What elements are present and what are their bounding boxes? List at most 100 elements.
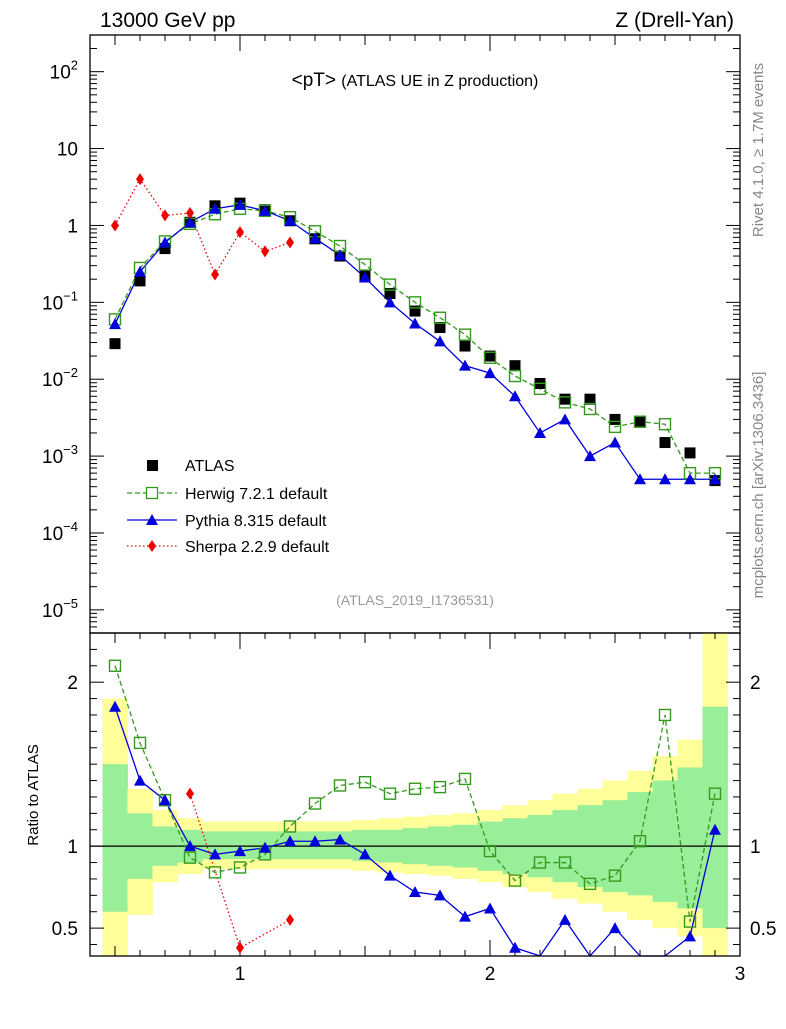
ratio-point-herwig: [208, 866, 222, 879]
point-pythia: [659, 473, 671, 485]
mcplots-label: mcplots.cern.ch [arXiv:1306.3436]: [750, 372, 767, 599]
ratio-point-herwig: [683, 915, 697, 928]
ratio-point-herwig: [383, 787, 397, 800]
y-tick-label: 102: [50, 58, 78, 84]
point-herwig: [433, 311, 447, 324]
ratio-point-pythia: [134, 774, 146, 786]
point-atlas: [584, 393, 596, 405]
point-pythia: [309, 232, 321, 244]
y-tick-label: 10−3: [42, 442, 78, 468]
y-tick-label: 10: [57, 140, 78, 161]
ratio-point-herwig: [358, 776, 372, 789]
ratio-point-pythia: [284, 835, 296, 847]
ratio-y-tick-label-right: 1: [750, 837, 761, 858]
ratio-point-herwig: [558, 856, 572, 869]
ratio-point-pythia: [234, 845, 246, 857]
point-atlas: [684, 447, 696, 459]
point-atlas: [634, 416, 646, 428]
band-inner-bin: [652, 780, 678, 902]
y-tick-label: 10−1: [42, 288, 78, 314]
point-pythia: [584, 450, 596, 462]
ratio-point-herwig: [483, 844, 497, 858]
ratio-y-tick-label-left: 0.5: [52, 919, 78, 940]
point-pythia: [159, 236, 171, 248]
point-pythia: [334, 249, 346, 261]
ratio-point-sherpa: [286, 913, 294, 926]
analysis-tag: (ATLAS_2019_I1736531): [336, 592, 494, 608]
point-pythia: [109, 318, 121, 330]
point-herwig: [483, 351, 497, 364]
y-tick-label: 10−2: [42, 365, 78, 391]
ratio-point-pythia: [459, 910, 471, 922]
point-atlas: [509, 360, 521, 372]
y-tick-label: 10−4: [42, 519, 78, 545]
point-pythia: [559, 413, 571, 425]
point-herwig: [533, 382, 547, 396]
y-tick-label: 1: [67, 216, 78, 237]
ratio-point-sherpa: [236, 941, 244, 954]
main-title: <pT> (ATLAS UE in Z production): [292, 70, 539, 91]
title-subtitle: (ATLAS UE in Z production): [341, 73, 538, 90]
point-pythia: [234, 198, 246, 210]
ratio-point-herwig: [608, 869, 622, 882]
x-tick-label: 2: [485, 964, 496, 985]
point-atlas: [109, 338, 121, 350]
point-sherpa: [136, 173, 144, 186]
ratio-point-pythia: [559, 913, 571, 925]
point-pythia: [434, 335, 446, 347]
series-line-pythia: [114, 204, 715, 480]
legend: ATLAS Herwig 7.2.1 default Pythia 8.315 …: [127, 458, 330, 556]
legend-entry-sherpa: Sherpa 2.2.9 default: [127, 539, 330, 556]
ratio-point-herwig: [633, 835, 647, 848]
point-herwig: [608, 420, 622, 434]
legend-marker-atlas: [147, 460, 158, 471]
point-herwig: [658, 417, 672, 431]
ratio-point-pythia: [159, 794, 171, 806]
ratio-point-herwig: [583, 877, 597, 891]
point-sherpa: [286, 236, 294, 249]
point-pythia: [259, 204, 271, 216]
legend-marker-herwig: [145, 486, 159, 500]
legend-label-herwig: Herwig 7.2.1 default: [185, 486, 328, 503]
x-tick-label: 3: [735, 964, 746, 985]
point-sherpa: [261, 245, 269, 258]
ratio-point-pythia: [359, 848, 371, 860]
ratio-point-pythia: [484, 902, 496, 914]
point-atlas: [484, 350, 496, 362]
ratio-point-pythia: [184, 840, 196, 852]
ratio-point-pythia: [209, 848, 221, 860]
point-sherpa: [236, 226, 244, 239]
ratio-line-herwig: [114, 665, 716, 922]
point-herwig: [383, 278, 397, 291]
point-pythia: [134, 265, 146, 277]
point-pythia: [709, 473, 721, 485]
ratio-point-pythia: [709, 823, 721, 835]
ratio-ylabel: Ratio to ATLAS: [25, 744, 42, 845]
ratio-frame: [89, 632, 741, 957]
ratio-point-sherpa: [186, 787, 194, 800]
band-inner-bin: [702, 706, 728, 929]
point-atlas: [384, 288, 396, 300]
main-plot: 10−5 10−4 10−3 10−2 10−1 1 10 102: [42, 34, 741, 634]
point-herwig: [508, 369, 522, 383]
point-sherpa: [211, 268, 219, 281]
point-pythia: [484, 367, 496, 379]
ratio-point-pythia: [259, 841, 271, 853]
point-atlas: [434, 322, 446, 334]
point-herwig: [633, 415, 647, 428]
point-pythia: [384, 296, 396, 308]
ratio-point-pythia: [609, 922, 621, 934]
ratio-point-herwig: [508, 874, 522, 887]
ratio-y-tick-label-left: 2: [67, 673, 78, 694]
point-atlas: [159, 243, 171, 255]
point-pythia: [459, 359, 471, 371]
point-atlas: [609, 413, 621, 425]
ratio-line-sherpa: [189, 793, 291, 949]
point-sherpa: [111, 219, 119, 232]
point-herwig: [583, 402, 597, 416]
ratio-point-herwig: [658, 708, 672, 722]
ratio-point-herwig: [408, 782, 422, 795]
ratio-point-herwig: [183, 851, 197, 864]
